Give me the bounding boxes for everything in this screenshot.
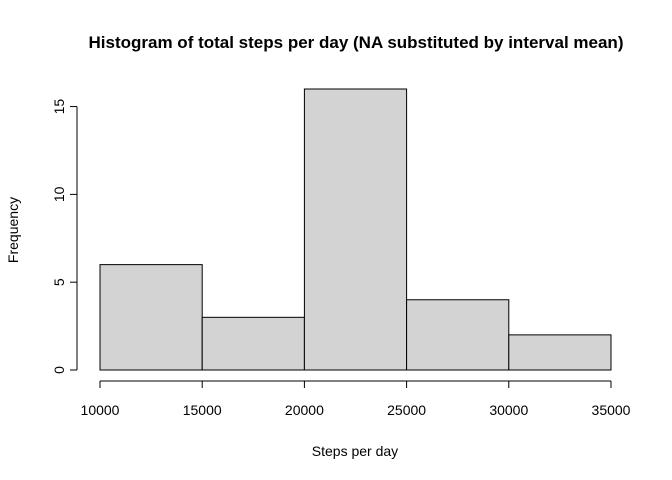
x-tick-label: 30000 [489, 402, 528, 418]
y-tick-label: 0 [51, 366, 67, 374]
y-axis: 0 5 10 15 [51, 99, 78, 374]
histogram-bar [99, 264, 203, 371]
x-axis: 10000 15000 20000 25000 30000 35000 [81, 380, 631, 418]
y-axis-label: Frequency [5, 197, 21, 263]
bars-group [99, 88, 612, 371]
histogram-bar [201, 316, 305, 371]
y-tick-label: 15 [51, 99, 67, 115]
x-tick-label: 25000 [387, 402, 426, 418]
y-tick-label: 5 [51, 278, 67, 286]
chart-title: Histogram of total steps per day (NA sub… [89, 33, 624, 52]
histogram-bar [406, 299, 510, 371]
histogram-bar [508, 334, 612, 371]
x-axis-label: Steps per day [312, 443, 398, 459]
x-tick-label: 15000 [183, 402, 222, 418]
histogram-bar [303, 88, 408, 371]
x-tick-label: 35000 [592, 402, 631, 418]
x-tick-label: 10000 [81, 402, 120, 418]
x-tick-label: 20000 [285, 402, 324, 418]
y-tick-label: 10 [51, 186, 67, 202]
